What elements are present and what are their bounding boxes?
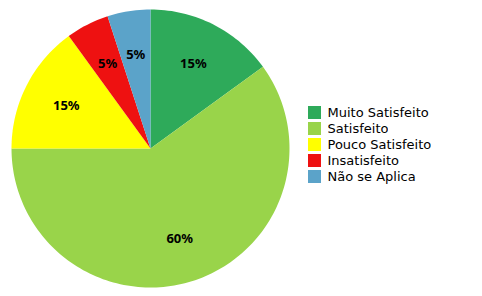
svg-text:15%: 15%	[180, 54, 207, 72]
svg-text:5%: 5%	[126, 45, 145, 63]
svg-text:60%: 60%	[166, 229, 193, 247]
html-text:Muito Satisfeito: Muito Satisfeito	[327, 104, 429, 120]
svg-text:5%: 5%	[98, 54, 117, 72]
html-text:Pouco Satisfeito: Pouco Satisfeito	[327, 136, 432, 152]
html-text:Satisfeito: Satisfeito	[327, 120, 389, 136]
html-text:Não se Aplica: Não se Aplica	[327, 168, 416, 184]
svg-text:15%: 15%	[53, 96, 80, 114]
html-text:Insatisfeito: Insatisfeito	[327, 152, 399, 168]
